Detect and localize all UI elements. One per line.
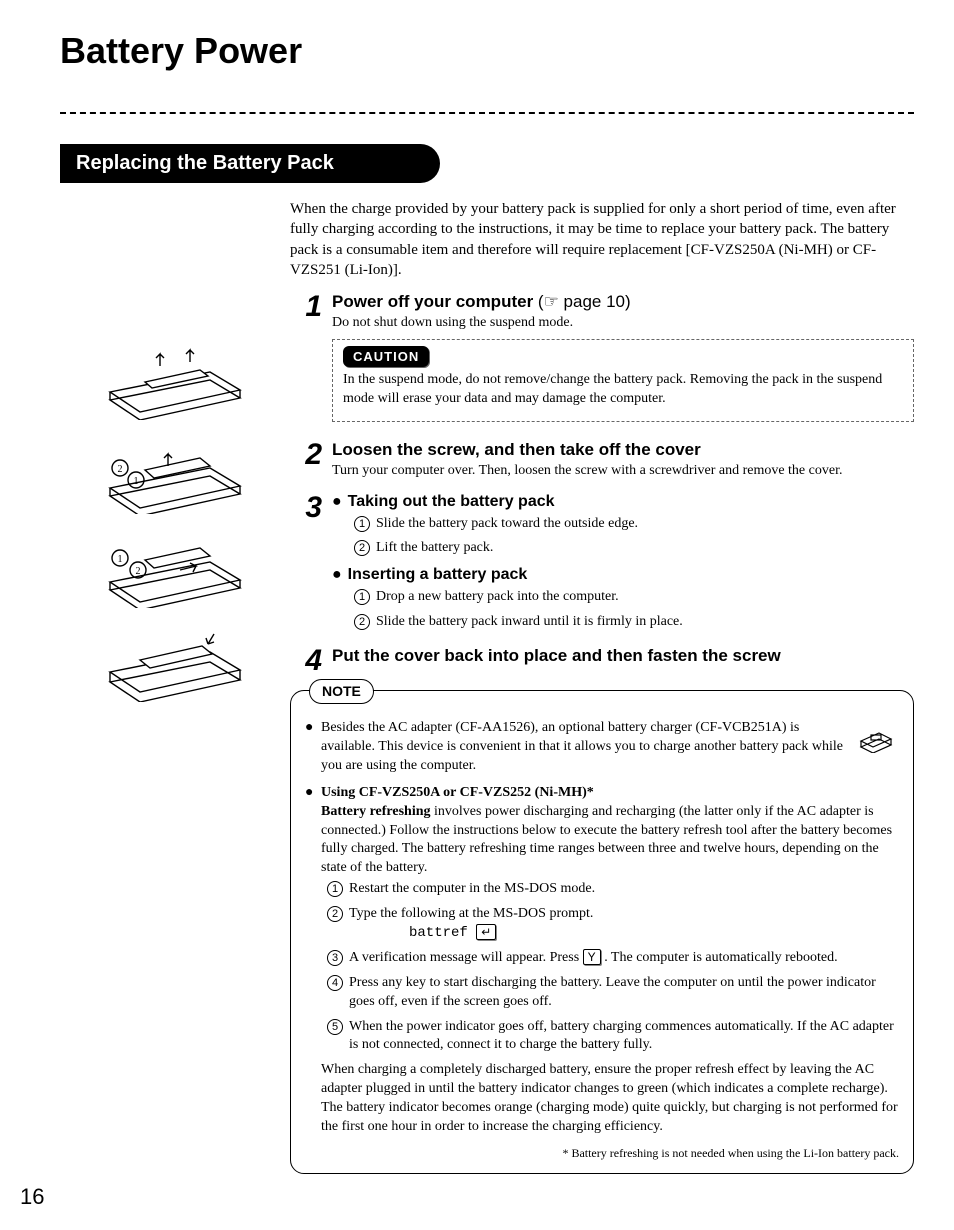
note-bullet-1-text: Besides the AC adapter (CF-AA1526), an o… [321, 720, 843, 773]
step-1: 1 Power off your computer (☞ page 10) Do… [290, 292, 914, 432]
manual-page: Battery Power Replacing the Battery Pack… [0, 0, 954, 1230]
step-3: 3 Taking out the battery pack 1Slide the… [290, 493, 914, 639]
title-rule [60, 112, 914, 114]
list-item-text: Slide the battery pack inward until it i… [376, 614, 683, 629]
list-item: 1Slide the battery pack toward the outsi… [354, 515, 914, 534]
illustration-column: 1 2 1 2 [60, 292, 290, 708]
page-number: 16 [20, 1184, 44, 1210]
note-bullet-2: Using CF-VZS250A or CF-VZS252 (Ni-MH)* B… [305, 784, 899, 1137]
svg-text:1: 1 [118, 554, 123, 565]
step-number: 3 [290, 493, 322, 523]
list-item: 2Slide the battery pack inward until it … [354, 613, 914, 632]
list-item-text: Lift the battery pack. [376, 540, 493, 555]
note-box: NOTE Besides the AC adapter (CF-AA1526),… [290, 690, 914, 1174]
step-number: 2 [290, 440, 322, 470]
list-item-text: When the power indicator goes off, batte… [349, 1019, 894, 1053]
note-bullet-2-head: Using CF-VZS250A or CF-VZS252 (Ni-MH)* [321, 785, 594, 800]
note-footnote: * Battery refreshing is not needed when … [305, 1145, 899, 1161]
note-after-text: When charging a completely discharged ba… [321, 1061, 899, 1137]
illustration-step3b-icon: 1 2 [90, 520, 260, 608]
svg-text:1: 1 [134, 476, 139, 487]
list-item: 2Lift the battery pack. [354, 539, 914, 558]
illustration-step4-icon [90, 614, 260, 702]
note-label: NOTE [309, 679, 374, 704]
caution-text: In the suspend mode, do not remove/chang… [343, 371, 903, 409]
step-2-subtext: Turn your computer over. Then, loosen th… [332, 462, 914, 481]
list-item-text: Type the following at the MS-DOS prompt. [349, 906, 593, 921]
caution-label: CAUTION [343, 346, 429, 367]
note-bullet-1: Besides the AC adapter (CF-AA1526), an o… [305, 719, 899, 776]
list-item-text: Drop a new battery pack into the compute… [376, 589, 619, 604]
note-refresh-intro: Battery refreshing involves power discha… [321, 804, 892, 876]
enter-key-icon: ↵ [476, 924, 496, 940]
list-item: 5When the power indicator goes off, batt… [327, 1018, 899, 1056]
svg-text:2: 2 [118, 464, 123, 475]
list-item: 3 A verification message will appear. Pr… [327, 949, 899, 968]
step-4: 4 Put the cover back into place and then… [290, 646, 914, 676]
list-item: 1Drop a new battery pack into the comput… [354, 588, 914, 607]
step-2-title: Loosen the screw, and then take off the … [332, 440, 914, 460]
section-intro: When the charge provided by your battery… [290, 199, 914, 280]
y-key-icon: Y [583, 949, 601, 965]
battery-refreshing-bold: Battery refreshing [321, 804, 431, 819]
list-item-text: Restart the computer in the MS-DOS mode. [349, 881, 595, 896]
refresh-steps-list: 1Restart the computer in the MS-DOS mode… [327, 880, 899, 1055]
step-1-title: Power off your computer (☞ page 10) [332, 292, 914, 312]
steps-area: 1 2 1 2 [60, 292, 914, 1174]
list-item-text-post: . The computer is automatically rebooted… [604, 950, 837, 965]
steps-text-column: 1 Power off your computer (☞ page 10) Do… [290, 292, 914, 1174]
list-item-text: Press any key to start discharging the b… [349, 975, 876, 1009]
step-3-insert-list: 1Drop a new battery pack into the comput… [354, 588, 914, 632]
list-item: 4Press any key to start discharging the … [327, 974, 899, 1012]
command-value: battref [409, 925, 468, 941]
svg-text:2: 2 [136, 566, 141, 577]
step-3-take-list: 1Slide the battery pack toward the outsi… [354, 515, 914, 559]
section-heading: Replacing the Battery Pack [60, 144, 440, 183]
list-item-text-pre: A verification message will appear. Pres… [349, 950, 583, 965]
illustration-step3a-icon: 1 2 [90, 426, 260, 514]
step-number: 4 [290, 646, 322, 676]
step-3-insert-heading: Inserting a battery pack [332, 566, 914, 584]
step-3-take-heading: Taking out the battery pack [332, 493, 914, 511]
command-text: battref ↵ [409, 924, 899, 943]
list-item-text: Slide the battery pack toward the outsid… [376, 516, 638, 531]
step-1-subtext: Do not shut down using the suspend mode. [332, 314, 914, 333]
list-item: 1Restart the computer in the MS-DOS mode… [327, 880, 899, 899]
caution-box: CAUTION In the suspend mode, do not remo… [332, 339, 914, 422]
step-number: 1 [290, 292, 322, 322]
page-title: Battery Power [60, 30, 914, 72]
cross-ref-icon: (☞ page 10) [538, 292, 631, 311]
step-2: 2 Loosen the screw, and then take off th… [290, 440, 914, 485]
step-4-title: Put the cover back into place and then f… [332, 646, 914, 666]
step-1-title-text: Power off your computer [332, 292, 533, 311]
charger-icon [855, 721, 895, 753]
illustration-step2-icon [90, 332, 260, 420]
list-item: 2Type the following at the MS-DOS prompt… [327, 905, 899, 943]
